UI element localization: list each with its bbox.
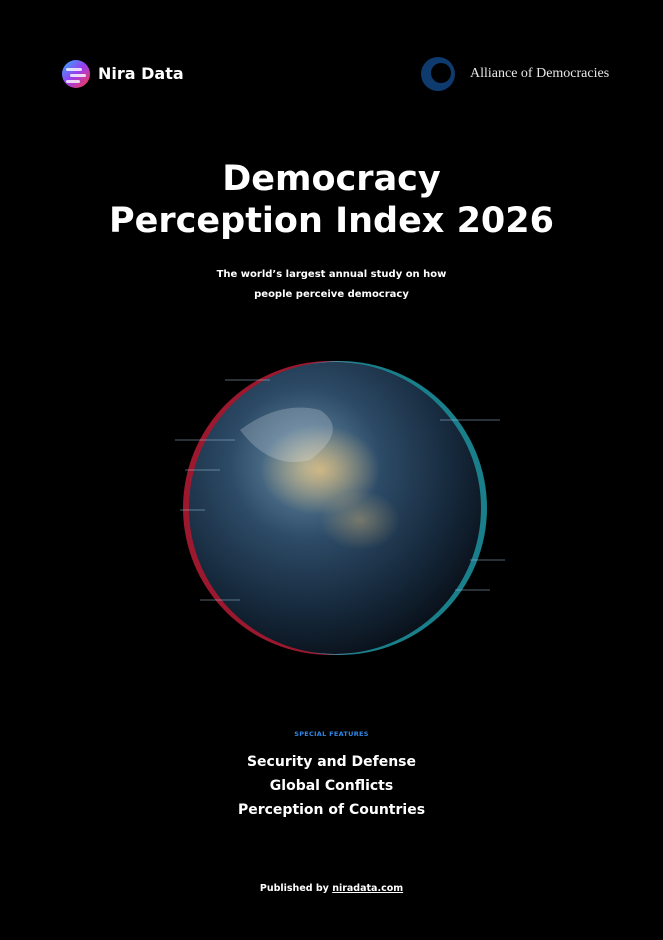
- footer-prefix: Published by: [259, 883, 329, 894]
- title-line: Perception Index 2026: [109, 201, 554, 241]
- footer-link[interactable]: niradata.com: [332, 883, 404, 894]
- feature-item: Perception of Countries: [237, 802, 426, 818]
- alliance-logo: [421, 57, 455, 91]
- globe: [175, 361, 505, 655]
- subtitle-line: people perceive democracy: [254, 289, 409, 300]
- feature-item: Global Conflicts: [269, 778, 394, 794]
- brand-name: Nira Data: [98, 64, 184, 83]
- partner-name: Alliance of Democracies: [470, 66, 610, 81]
- feature-item: Security and Defense: [246, 754, 417, 770]
- nira-logo: [62, 60, 90, 88]
- subtitle-line: The world’s largest annual study on how: [216, 269, 447, 280]
- features-list: Security and Defense Global Conflicts Pe…: [0, 750, 663, 822]
- footer: Published by niradata.com: [0, 883, 663, 894]
- features-label: SPECIAL FEATURES: [294, 730, 369, 738]
- title-line: Democracy: [222, 159, 441, 199]
- title: Democracy Perception Index 2026: [0, 158, 663, 242]
- subtitle: The world’s largest annual study on how …: [0, 265, 663, 305]
